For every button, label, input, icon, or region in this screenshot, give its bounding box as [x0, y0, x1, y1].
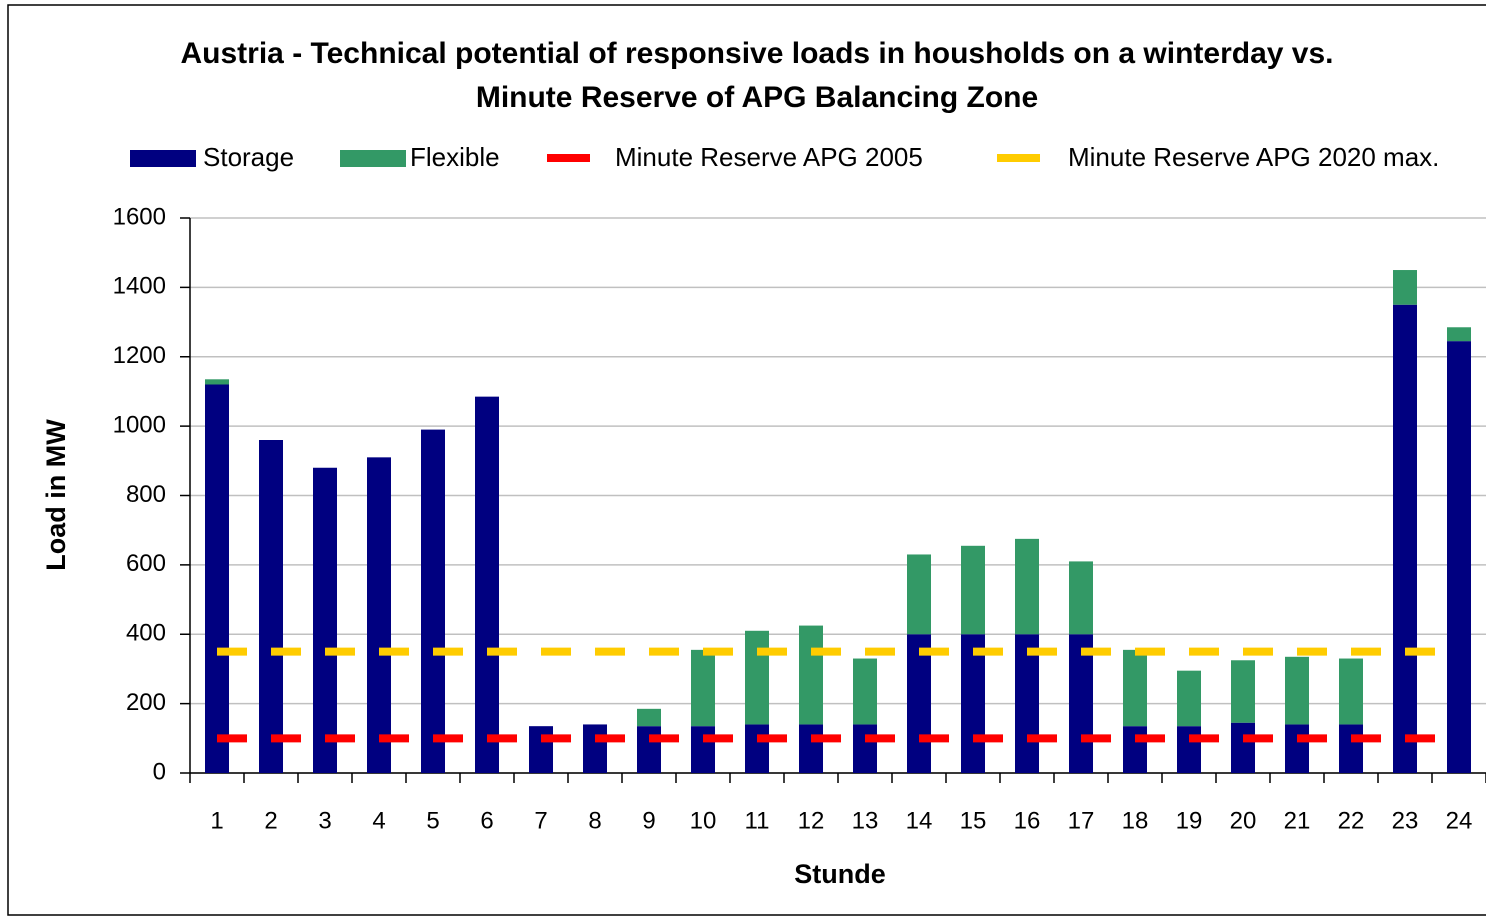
bar-segment — [1393, 270, 1417, 305]
x-tick-label: 11 — [745, 807, 770, 834]
bar-segment — [745, 630, 769, 725]
x-tick-label: 16 — [1014, 807, 1041, 834]
bar-segment — [1447, 341, 1471, 773]
x-tick-label: 14 — [906, 807, 933, 834]
bar-segment — [1231, 722, 1255, 773]
bar-segment — [1069, 634, 1093, 773]
bar-segment — [961, 634, 985, 773]
x-tick-label: 8 — [588, 807, 601, 834]
bar-segment — [799, 724, 823, 773]
legend-label: Flexible — [410, 142, 500, 172]
x-tick-label: 9 — [642, 807, 655, 834]
x-tick-label: 24 — [1446, 807, 1473, 834]
bar-segment — [367, 457, 391, 773]
bar-segment — [1447, 327, 1471, 342]
bar-segment — [1123, 649, 1147, 727]
y-tick-label: 1600 — [113, 203, 166, 230]
y-tick-label: 400 — [126, 620, 166, 647]
x-tick-label: 6 — [480, 807, 493, 834]
legend-swatch — [340, 150, 406, 167]
bar-segment — [1177, 726, 1201, 773]
x-tick-label: 4 — [372, 807, 385, 834]
y-tick-label: 200 — [126, 689, 166, 716]
x-tick-label: 18 — [1122, 807, 1149, 834]
y-tick-label: 600 — [126, 550, 166, 577]
bar-segment — [259, 440, 283, 773]
legend-swatch — [130, 150, 196, 167]
bar-segment — [961, 545, 985, 635]
x-tick-label: 7 — [534, 807, 547, 834]
bar-segment — [907, 554, 931, 635]
bar-segment — [1123, 726, 1147, 773]
bar-segment — [799, 625, 823, 725]
y-tick-label: 1200 — [113, 342, 166, 369]
y-tick-label: 800 — [126, 481, 166, 508]
y-axis-label: Load in MW — [41, 419, 71, 571]
chart-title: Austria - Technical potential of respons… — [180, 37, 1334, 114]
bar-segment — [1285, 656, 1309, 725]
x-tick-label: 3 — [318, 807, 331, 834]
bar-segment — [853, 724, 877, 773]
x-tick-label: 10 — [690, 807, 717, 834]
bar-segment — [205, 379, 229, 385]
x-tick-label: 19 — [1176, 807, 1203, 834]
x-tick-label: 22 — [1338, 807, 1365, 834]
bar-segment — [1177, 670, 1201, 727]
frame — [7, 4, 1486, 916]
bar-segment — [637, 708, 661, 727]
x-axis-label: Stunde — [794, 859, 886, 889]
y-tick-label: 1000 — [113, 411, 166, 438]
y-tick-label: 1400 — [113, 273, 166, 300]
x-tick-label: 1 — [210, 807, 223, 834]
bar-segment — [1339, 658, 1363, 725]
bar-segment — [907, 634, 931, 773]
x-tick-label: 13 — [852, 807, 879, 834]
x-tick-label: 20 — [1230, 807, 1257, 834]
x-tick-label: 21 — [1284, 807, 1311, 834]
bar-segment — [421, 429, 445, 773]
bar-segment — [1015, 538, 1039, 635]
x-tick-label: 23 — [1392, 807, 1419, 834]
bar-segment — [1339, 724, 1363, 773]
bar-segment — [745, 724, 769, 773]
x-tick-label: 15 — [960, 807, 987, 834]
legend-label: Minute Reserve APG 2005 — [615, 142, 923, 172]
bar-segment — [205, 384, 229, 773]
bar-segment — [1069, 561, 1093, 635]
bar-segment — [691, 726, 715, 773]
bar-segment — [853, 658, 877, 725]
bar-segment — [691, 649, 715, 727]
x-tick-label: 17 — [1068, 807, 1095, 834]
bar-segment — [1393, 304, 1417, 773]
bar-segment — [313, 467, 337, 773]
legend-label: Minute Reserve APG 2020 max. — [1068, 142, 1439, 172]
x-tick-label: 12 — [798, 807, 825, 834]
bar-segment — [1285, 724, 1309, 773]
bar-segment — [529, 726, 553, 773]
x-tick-label: 5 — [426, 807, 439, 834]
x-tick-label: 2 — [264, 807, 277, 834]
bar-segment — [637, 726, 661, 773]
bar-segment — [583, 724, 607, 773]
bar-segment — [475, 396, 499, 773]
y-tick-label: 0 — [153, 758, 166, 785]
legend-label: Storage — [203, 142, 294, 172]
bar-segment — [1015, 634, 1039, 773]
bar-segment — [1231, 660, 1255, 723]
